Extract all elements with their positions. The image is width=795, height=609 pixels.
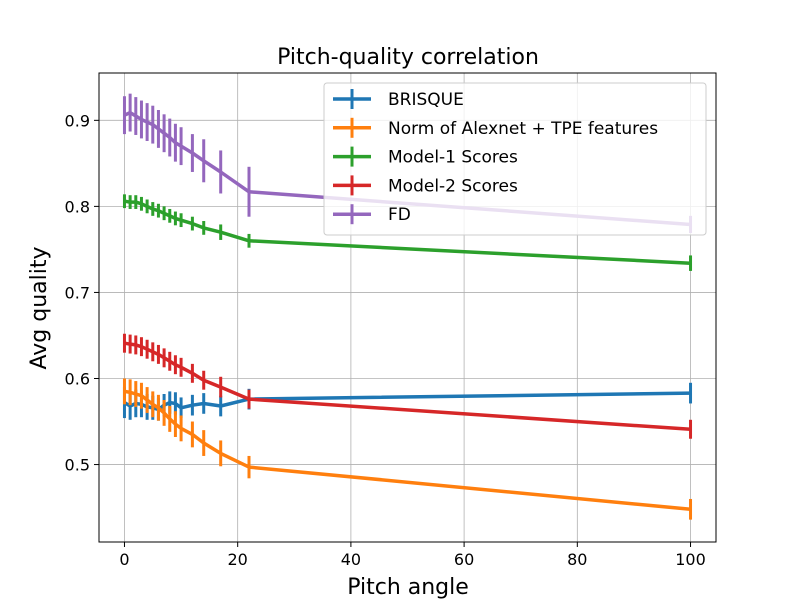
legend-entry: BRISQUE <box>388 90 464 110</box>
y-tick-label: 0.6 <box>65 369 90 388</box>
legend-box <box>323 82 707 236</box>
x-tick-label: 100 <box>675 550 706 569</box>
y-tick-label: 0.8 <box>65 197 90 216</box>
series-line <box>124 389 691 512</box>
series-0 <box>122 382 693 421</box>
series-line <box>123 391 691 412</box>
legend-entry: Model-2 Scores <box>388 176 518 196</box>
plot-frame <box>98 72 717 543</box>
legend-entry: FD <box>388 205 411 225</box>
x-tick-label: 0 <box>119 550 129 569</box>
legend-entry: Norm of Alexnet + TPE features <box>388 119 658 139</box>
legend: BRISQUE Norm of Alexnet + TPE features Mod… <box>323 82 707 236</box>
x-tick-label: 40 <box>341 550 361 569</box>
x-tick-label: 60 <box>454 550 474 569</box>
legend-entry: Model-1 Scores <box>388 148 518 168</box>
x-axis-label: Pitch angle <box>347 575 469 600</box>
series-2 <box>122 194 693 271</box>
series-line <box>123 110 691 227</box>
y-tick-label: 0.9 <box>65 111 90 130</box>
series-1 <box>122 378 693 520</box>
x-tick-label: 20 <box>228 550 248 569</box>
series-line <box>124 199 691 265</box>
y-tick-label: 0.5 <box>65 456 90 475</box>
series-line <box>124 341 691 432</box>
series-3 <box>122 333 693 439</box>
y-tick-label: 0.7 <box>65 283 90 302</box>
y-axis-label: Avg quality <box>27 247 52 370</box>
chart-title: Pitch-quality correlation <box>277 45 539 70</box>
x-tick-label: 80 <box>567 550 587 569</box>
series-layer <box>122 93 693 520</box>
series-4 <box>122 93 693 234</box>
axis-ticks: 0 20 40 60 80 100 0.5 0.6 0.7 0.8 0.9 <box>65 111 706 569</box>
